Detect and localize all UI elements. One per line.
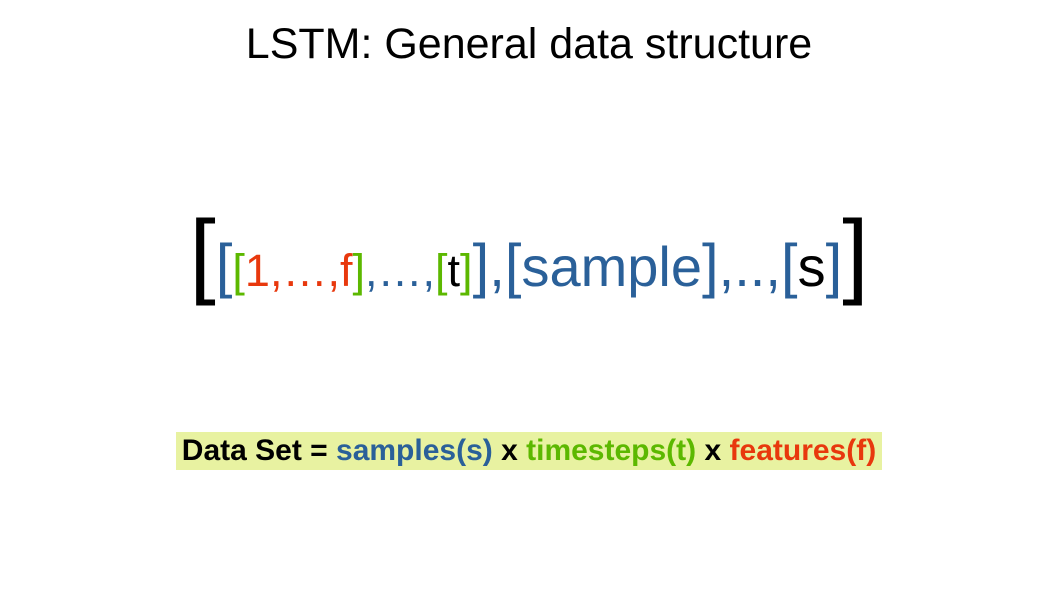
timestep-ellipsis: ,…, — [365, 245, 435, 296]
bracket-sample2-open: [ — [505, 232, 522, 299]
legend-box: Data Set = samples(s) x timesteps(t) x f… — [176, 432, 882, 470]
legend-dataset: Data Set = — [182, 434, 336, 467]
bracket-outer-close: ] — [842, 201, 868, 307]
timestep-t: t — [448, 245, 461, 296]
legend-timesteps: timesteps(t) — [526, 434, 696, 467]
sample-comma-1: , — [489, 235, 505, 298]
legend-samples: samples(s) — [336, 434, 493, 467]
bracket-sample-open: [ — [216, 232, 233, 299]
bracket-s-close: ] — [826, 232, 843, 299]
legend-x2: x — [696, 434, 729, 467]
bracket-sample-close: ] — [473, 232, 490, 299]
legend-x1: x — [493, 434, 526, 467]
bracket-feat-close: ] — [352, 245, 365, 296]
sample-word: sample — [521, 235, 702, 298]
bracket-s-open: [ — [781, 232, 798, 299]
feature-f: f — [340, 245, 353, 296]
sample-ellipsis: ,.., — [719, 235, 781, 298]
bracket-feat-open: [ — [232, 245, 245, 296]
legend-wrapper: Data Set = samples(s) x timesteps(t) x f… — [0, 432, 1058, 470]
bracket-sample2-close: ] — [702, 232, 719, 299]
page-title: LSTM: General data structure — [0, 20, 1058, 69]
data-structure-formula: [[[1,…,f],…,[t]],[sample],..,[s]] — [0, 200, 1058, 309]
legend-features: features(f) — [730, 434, 877, 467]
bracket-t-open: [ — [435, 245, 448, 296]
bracket-t-close: ] — [460, 245, 473, 296]
bracket-outer-open: [ — [189, 201, 215, 307]
feature-range: 1,…, — [245, 245, 340, 296]
sample-s: s — [798, 235, 826, 298]
